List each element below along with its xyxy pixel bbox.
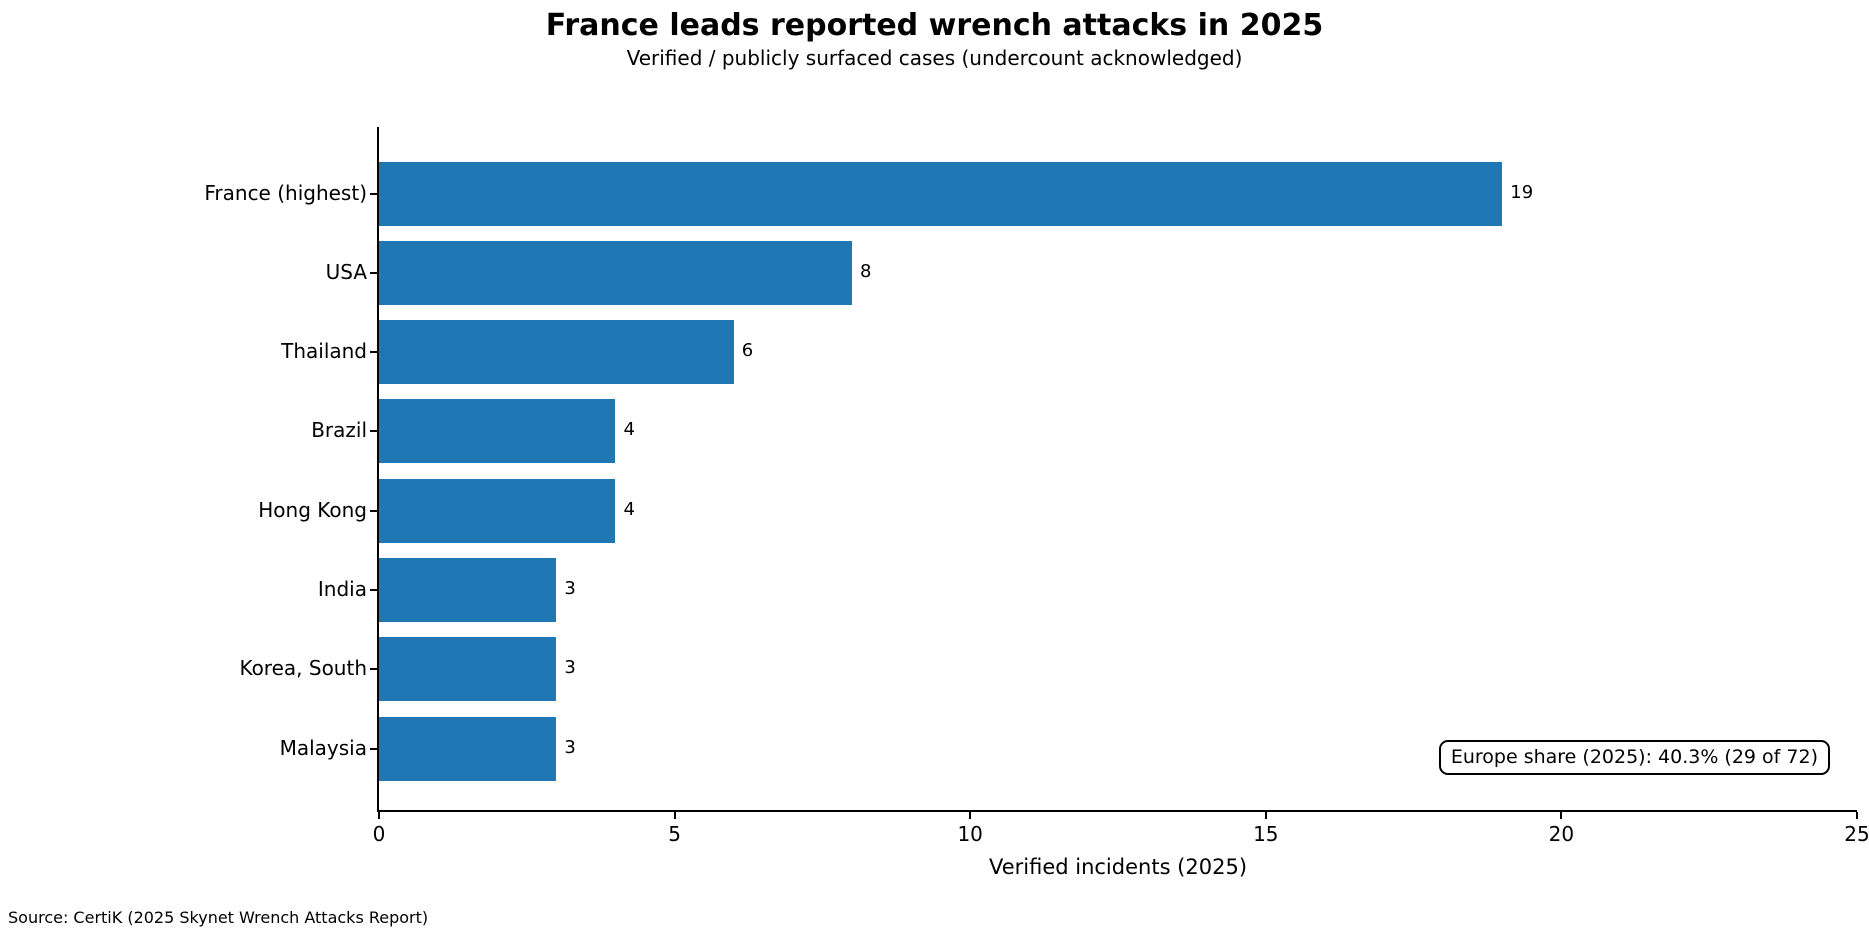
- bar: [379, 240, 852, 305]
- x-tick: [1264, 812, 1267, 819]
- category-label: Brazil: [311, 418, 367, 443]
- bar: [379, 558, 557, 622]
- bar-value-label: 3: [564, 578, 576, 599]
- category-label: France (highest): [204, 180, 367, 205]
- plot-area: Verified incidents (2025) Europe share (…: [204, 127, 1869, 879]
- bar-value-label: 3: [564, 657, 576, 679]
- category-label: Malaysia: [279, 735, 367, 760]
- x-tick-label: 0: [372, 822, 386, 846]
- x-tick-label: 20: [1548, 822, 1575, 846]
- category-label: USA: [325, 259, 367, 284]
- y-tick: [370, 192, 377, 195]
- bar-value-label: 4: [623, 498, 635, 520]
- chart-subtitle: Verified / publicly surfaced cases (unde…: [626, 46, 1243, 70]
- x-tick-label: 10: [957, 822, 983, 846]
- y-tick: [370, 747, 377, 750]
- y-tick: [370, 589, 377, 591]
- bar: [379, 637, 557, 702]
- y-tick: [370, 430, 377, 433]
- category-label: Korea, South: [239, 656, 367, 681]
- x-tick-label: 25: [1844, 822, 1869, 846]
- x-axis-label: Verified incidents (2025): [988, 855, 1248, 879]
- x-tick: [1560, 812, 1563, 819]
- y-tick: [370, 668, 377, 671]
- category-label: Thailand: [281, 339, 367, 364]
- annotation-box: Europe share (2025): 40.3% (29 of 72): [1438, 740, 1830, 775]
- bar-value-label: 6: [741, 340, 754, 362]
- bar-value-label: 19: [1510, 181, 1534, 203]
- x-tick-label: 15: [1253, 822, 1279, 846]
- bar-value-label: 3: [564, 736, 576, 758]
- x-tick: [969, 812, 972, 819]
- chart-title: France leads reported wrench attacks in …: [545, 8, 1324, 43]
- y-tick: [370, 509, 377, 512]
- category-label: India: [317, 577, 367, 601]
- x-tick: [378, 812, 380, 819]
- bar: [379, 716, 557, 781]
- source-note: Source: CertiK (2025 Skynet Wrench Attac…: [8, 908, 429, 927]
- bar-value-label: 4: [623, 419, 635, 441]
- bar: [379, 161, 1503, 226]
- bar: [379, 320, 734, 385]
- bar-value-label: 8: [859, 260, 872, 282]
- x-tick: [673, 812, 676, 819]
- y-tick: [370, 351, 377, 354]
- category-label: Hong Kong: [258, 497, 367, 522]
- bar: [379, 399, 616, 464]
- y-tick: [370, 271, 377, 274]
- x-tick-label: 5: [668, 822, 681, 846]
- bar: [379, 478, 616, 543]
- x-tick: [1856, 812, 1858, 819]
